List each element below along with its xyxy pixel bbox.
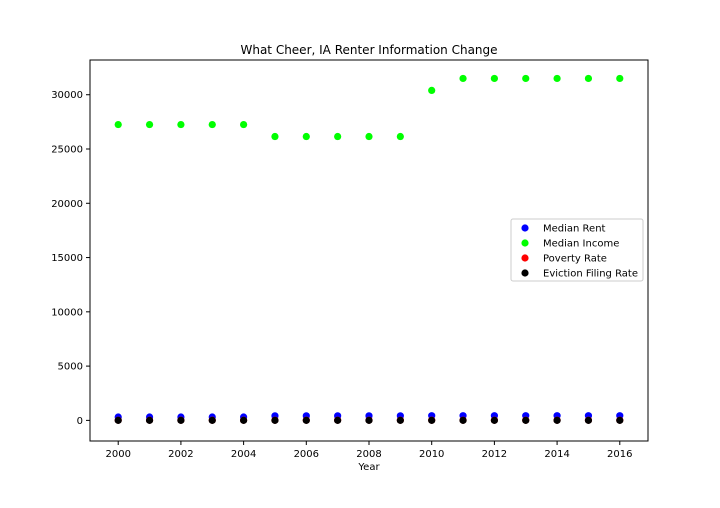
x-tick-label: 2014: [544, 449, 569, 460]
point-eviction-filing-rate: [177, 416, 185, 424]
point-median-income: [522, 74, 530, 83]
legend-marker-median-income: [521, 239, 529, 247]
x-tick-label: 2000: [105, 449, 130, 460]
x-axis-title: Year: [357, 462, 380, 473]
point-eviction-filing-rate: [490, 416, 498, 424]
data-points: [114, 74, 624, 424]
x-tick-label: 2010: [419, 449, 444, 460]
legend-label-poverty-rate: Poverty Rate: [543, 254, 607, 265]
point-median-income: [553, 74, 561, 83]
legend-marker-eviction-filing-rate: [521, 269, 529, 277]
point-median-income: [334, 132, 342, 141]
point-eviction-filing-rate: [616, 416, 624, 424]
y-tick-label: 15000: [51, 253, 83, 264]
point-eviction-filing-rate: [522, 416, 530, 424]
point-eviction-filing-rate: [145, 416, 154, 424]
x-tick-label: 2004: [231, 449, 256, 460]
y-tick-label: 20000: [51, 199, 83, 210]
x-tick-label: 2012: [482, 449, 507, 460]
point-median-income: [616, 74, 624, 83]
x-tick-label: 2006: [294, 449, 319, 460]
y-tick-label: 30000: [51, 90, 83, 101]
point-eviction-filing-rate: [271, 416, 279, 424]
x-tick-label: 2008: [356, 449, 381, 460]
point-median-income: [271, 132, 279, 141]
legend-label-median-rent: Median Rent: [543, 224, 606, 235]
point-eviction-filing-rate: [114, 416, 122, 424]
point-eviction-filing-rate: [396, 416, 404, 424]
point-median-income: [302, 132, 310, 141]
y-tick-label: 25000: [51, 145, 83, 156]
point-eviction-filing-rate: [334, 416, 342, 424]
chart-title: What Cheer, IA Renter Information Change: [240, 43, 497, 57]
axis-ticks: 2000 2002 2004 2006 2008 2010 2012 2014 2016 0 500…: [51, 90, 632, 460]
y-tick-label: 5000: [58, 362, 83, 373]
point-median-income: [459, 74, 467, 83]
point-median-income: [114, 120, 122, 129]
x-tick-label: 2002: [168, 449, 193, 460]
legend-marker-poverty-rate: [521, 254, 529, 262]
legend-label-eviction-filing-rate: Eviction Filing Rate: [543, 269, 638, 280]
point-median-income: [208, 120, 216, 129]
plot-area-frame: [89, 59, 649, 442]
point-median-income: [145, 120, 154, 129]
y-tick-label: 10000: [51, 307, 83, 318]
point-median-income: [177, 120, 185, 129]
point-eviction-filing-rate: [208, 416, 216, 424]
point-eviction-filing-rate: [584, 416, 593, 424]
point-eviction-filing-rate: [459, 416, 467, 424]
point-eviction-filing-rate: [240, 416, 248, 424]
point-median-income: [365, 132, 373, 141]
point-eviction-filing-rate: [428, 416, 436, 424]
x-tick-label: 2016: [607, 449, 632, 460]
point-median-income: [428, 86, 436, 94]
legend-label-median-income: Median Income: [543, 239, 619, 250]
point-median-income: [490, 74, 498, 83]
y-tick-label: 0: [77, 416, 83, 427]
legend: Median Rent Median Income Poverty Rate Evic…: [510, 218, 644, 282]
legend-marker-median-rent: [521, 224, 529, 232]
point-eviction-filing-rate: [553, 416, 561, 424]
point-eviction-filing-rate: [365, 416, 373, 424]
point-median-income: [240, 120, 248, 129]
point-eviction-filing-rate: [302, 416, 310, 424]
point-median-income: [396, 132, 404, 141]
point-median-income: [584, 74, 593, 83]
legend-box: [510, 218, 644, 282]
